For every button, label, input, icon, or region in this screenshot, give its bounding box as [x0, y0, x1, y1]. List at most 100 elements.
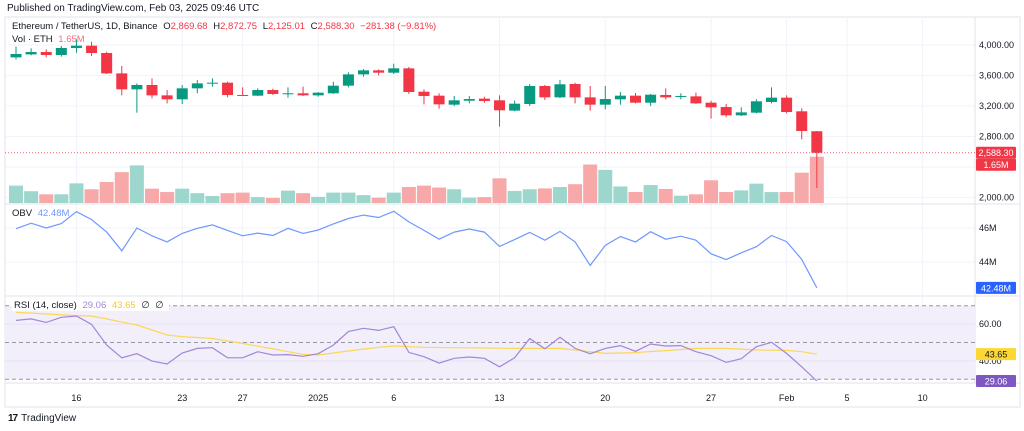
tradingview-footer: 17 TradingView: [8, 413, 76, 424]
volume-legend: Vol · ETH 1.65M: [12, 34, 88, 45]
volume-value: 1.65M: [58, 34, 85, 45]
candle-body: [554, 84, 566, 98]
candle-body: [478, 98, 490, 102]
high-value: 2,872.75: [220, 21, 258, 32]
volume-bar: [296, 193, 311, 203]
candle-body: [206, 82, 218, 84]
candle-body: [297, 93, 309, 96]
price-axis-label: 3,200.00: [979, 101, 1014, 111]
volume-bar: [280, 190, 295, 203]
volume-bar: [643, 185, 658, 203]
candle-body: [750, 101, 762, 113]
volume-bar: [794, 172, 809, 203]
price-badge: 2,588.30: [978, 148, 1013, 158]
rsi-value: 29.06: [82, 300, 107, 311]
close-value: 2,588.30: [317, 21, 355, 32]
open-label: O: [163, 21, 171, 32]
time-axis-label: 27: [706, 393, 716, 403]
obv-line: [15, 210, 818, 289]
rsi-axis-label: 60.00: [979, 319, 1002, 329]
candle-body: [418, 91, 430, 96]
rsi-badge-bg: [976, 375, 1016, 388]
candle-body: [509, 103, 521, 111]
candle-body: [312, 92, 324, 96]
candle-body: [388, 68, 400, 73]
volume-bar: [190, 193, 205, 203]
candle-body: [222, 82, 234, 95]
price-axis-label: 2,800.00: [979, 132, 1014, 142]
rsi-legend: RSI (14, close) 29.06 43.65 ∅ ∅: [12, 300, 169, 311]
rsi-ma-badge-bg: [976, 348, 1016, 361]
volume-bar: [220, 193, 235, 203]
obv-badge-bg: [976, 281, 1016, 294]
volume-bar: [54, 194, 69, 203]
volume-bar: [39, 194, 54, 203]
candle-body: [131, 84, 143, 90]
candle-body: [252, 90, 264, 96]
candle-body: [40, 52, 52, 55]
rsi-ma-line: [15, 311, 817, 356]
candle-body: [766, 97, 777, 102]
volume-bar: [129, 165, 144, 203]
volume-bar: [658, 188, 673, 203]
volume-bar: [507, 190, 522, 203]
volume-bar: [552, 187, 567, 203]
candle-body: [146, 84, 158, 96]
candle-body: [267, 90, 279, 94]
candle-body: [630, 95, 642, 103]
published-caption: Published on TradingView.com, Feb 03, 20…: [7, 3, 260, 14]
volume-label: Vol · ETH: [12, 34, 53, 45]
volume-bar: [69, 183, 84, 203]
price-axis-label: 4,000.00: [979, 40, 1014, 50]
high-label: H: [213, 21, 221, 32]
rsi-badge: 29.06: [985, 377, 1008, 387]
time-axis-label: 13: [495, 393, 505, 403]
volume-bar: [250, 197, 265, 203]
candle-body: [539, 85, 551, 98]
volume-badge: 1.65M: [983, 160, 1008, 170]
time-axis-label: 2025: [308, 393, 328, 403]
volume-bar: [84, 189, 99, 203]
volume-bar: [356, 195, 371, 203]
candle-body: [237, 94, 249, 96]
candle-body: [796, 111, 808, 131]
volume-bar: [144, 188, 159, 203]
rsi-axis-label: 40.00: [979, 356, 1002, 366]
candle-body: [463, 99, 475, 101]
volume-bar: [734, 190, 749, 203]
candle-body: [161, 95, 173, 100]
time-axis-label: 20: [600, 393, 610, 403]
volume-bar: [432, 187, 447, 203]
close-label: C: [310, 21, 318, 32]
candle-body: [191, 83, 203, 89]
candle-body: [116, 73, 128, 90]
volume-bar: [628, 192, 643, 203]
volume-bar: [235, 192, 250, 203]
obv-badge: 42.48M: [981, 283, 1011, 293]
volume-bar: [598, 169, 613, 203]
rsi-ma-value: 43.65: [111, 300, 136, 311]
volume-bar: [613, 186, 628, 203]
time-axis-label: Feb: [779, 393, 795, 403]
candle-body: [282, 93, 294, 95]
volume-bar: [175, 188, 190, 203]
time-axis-label: 10: [918, 393, 928, 403]
candle-body: [10, 54, 22, 58]
obv-value: 42.48M: [37, 208, 70, 219]
rsi-line: [15, 315, 818, 382]
tradingview-logo-icon: 17: [8, 413, 18, 424]
candle-body: [403, 68, 415, 93]
rsi-extra-2: ∅: [155, 300, 164, 311]
price-axis-label: 2,000.00: [979, 193, 1014, 203]
candle-body: [720, 107, 732, 116]
obv-legend: OBV 42.48M: [12, 208, 72, 219]
volume-bar: [416, 185, 431, 203]
volume-bar: [462, 197, 477, 203]
volume-bar: [447, 189, 462, 203]
candle-body: [358, 70, 370, 75]
candle-body: [86, 45, 98, 54]
volume-bar: [9, 185, 23, 203]
time-axis-label: 5: [845, 393, 850, 403]
volume-bar: [477, 197, 492, 203]
